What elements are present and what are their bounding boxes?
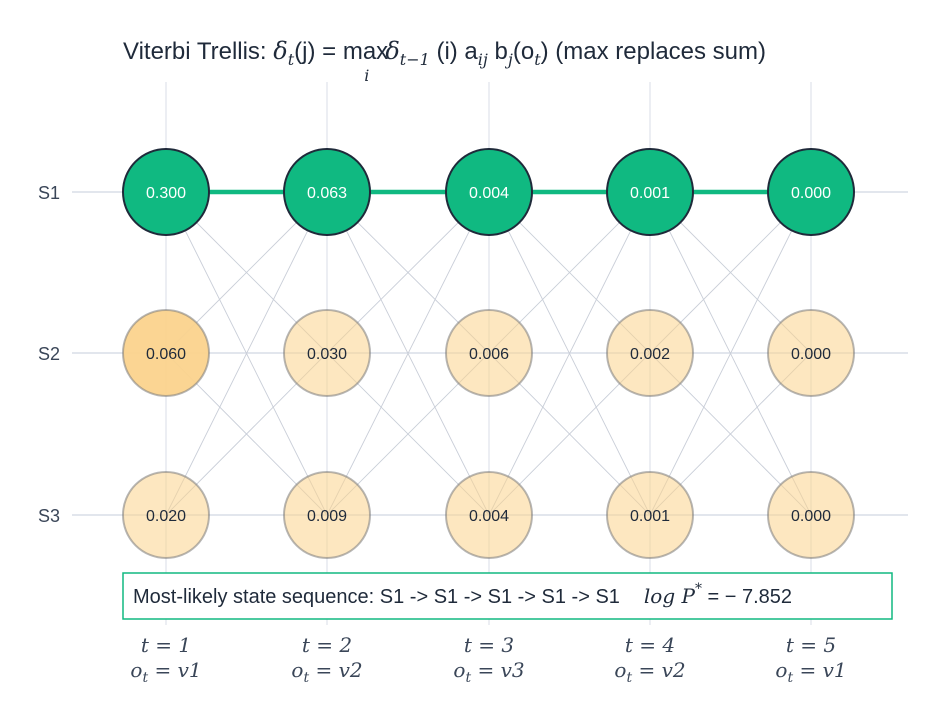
time-label-5: t = 5	[786, 633, 836, 657]
node-value: 0.004	[469, 185, 509, 202]
title-delta-1: δ	[273, 37, 287, 65]
summary-logp-value: = − 7.852	[702, 586, 792, 608]
node-value: 0.030	[307, 346, 347, 363]
trellis-node-s1-t3: 0.004	[445, 148, 533, 236]
transition-edge	[488, 191, 651, 516]
trellis-node-s2-t2: 0.030	[283, 309, 371, 397]
diagram-title: Viterbi Trellis: δt(j) = max iδt−1 (i) ai…	[123, 37, 766, 85]
node-circle	[767, 309, 855, 397]
node-circle	[445, 148, 533, 236]
time-label-4: t = 4	[625, 633, 675, 657]
trellis-node-s2-t4: 0.002	[606, 309, 694, 397]
state-label-s3: S3	[38, 506, 60, 526]
transition-edge	[165, 191, 328, 516]
transition-edge	[326, 191, 490, 516]
node-circle	[122, 148, 210, 236]
node-value: 0.300	[146, 185, 186, 202]
node-value: 0.006	[469, 346, 509, 363]
node-value: 0.060	[146, 346, 186, 363]
node-value: 0.000	[791, 185, 831, 202]
trellis-node-s2-t1: 0.060	[122, 309, 210, 397]
trellis-node-s1-t2: 0.063	[283, 148, 371, 236]
node-value: 0.002	[630, 346, 670, 363]
trellis-node-s3-t4: 0.001	[606, 471, 694, 559]
obs-label-2: ot = v2	[291, 658, 362, 686]
trellis-node-s3-t3: 0.004	[445, 471, 533, 559]
state-label-s2: S2	[38, 344, 60, 364]
node-circle	[122, 471, 210, 559]
trellis-node-s3-t5: 0.000	[767, 471, 855, 559]
node-circle	[606, 309, 694, 397]
node-value: 0.001	[630, 508, 670, 525]
obs-label-5: ot = v1	[775, 658, 846, 686]
node-circle	[283, 309, 371, 397]
time-label-2: t = 2	[302, 633, 352, 657]
node-value: 0.020	[146, 508, 186, 525]
node-value: 0.000	[791, 346, 831, 363]
trellis-node-s1-t5: 0.000	[767, 148, 855, 236]
state-labels: S1 S2 S3	[38, 183, 60, 526]
node-circle	[606, 148, 694, 236]
trellis-node-s2-t3: 0.006	[445, 309, 533, 397]
node-circle	[283, 471, 371, 559]
node-value: 0.004	[469, 508, 509, 525]
obs-label-4: ot = v2	[614, 658, 685, 686]
node-circle	[445, 471, 533, 559]
trellis-node-s1-t1: 0.300	[122, 148, 210, 236]
node-circle	[606, 471, 694, 559]
obs-label-1: ot = v1	[130, 658, 201, 686]
summary-text: Most-likely state sequence: S1 -> S1 -> …	[133, 581, 792, 608]
node-circle	[122, 309, 210, 397]
time-label-1: t = 1	[141, 633, 191, 657]
trellis-node-s3-t2: 0.009	[283, 471, 371, 559]
time-label-3: t = 3	[464, 633, 514, 657]
node-circle	[767, 471, 855, 559]
trellis-node-s1-t4: 0.001	[606, 148, 694, 236]
node-circle	[283, 148, 371, 236]
summary-logp-label: log P	[644, 584, 696, 608]
time-labels: t = 1ot = v1t = 2ot = v2t = 3ot = v3t = …	[130, 633, 846, 686]
node-circle	[445, 309, 533, 397]
summary-border	[122, 572, 893, 620]
obs-label-3: ot = v3	[453, 658, 524, 686]
node-value: 0.009	[307, 508, 347, 525]
trellis-node-s3-t1: 0.020	[122, 471, 210, 559]
node-value: 0.000	[791, 508, 831, 525]
node-value: 0.063	[307, 185, 347, 202]
trellis-node-s2-t5: 0.000	[767, 309, 855, 397]
node-value: 0.001	[630, 185, 670, 202]
summary-box: Most-likely state sequence: S1 -> S1 -> …	[122, 572, 893, 620]
state-label-s1: S1	[38, 183, 60, 203]
transition-edge	[649, 191, 812, 516]
trellis-nodes: 0.300 0.063 0.004 0.001 0.000 0.060 0.030 0.006…	[122, 148, 855, 559]
summary-sequence: Most-likely state sequence: S1 -> S1 -> …	[133, 586, 620, 608]
node-circle	[767, 148, 855, 236]
